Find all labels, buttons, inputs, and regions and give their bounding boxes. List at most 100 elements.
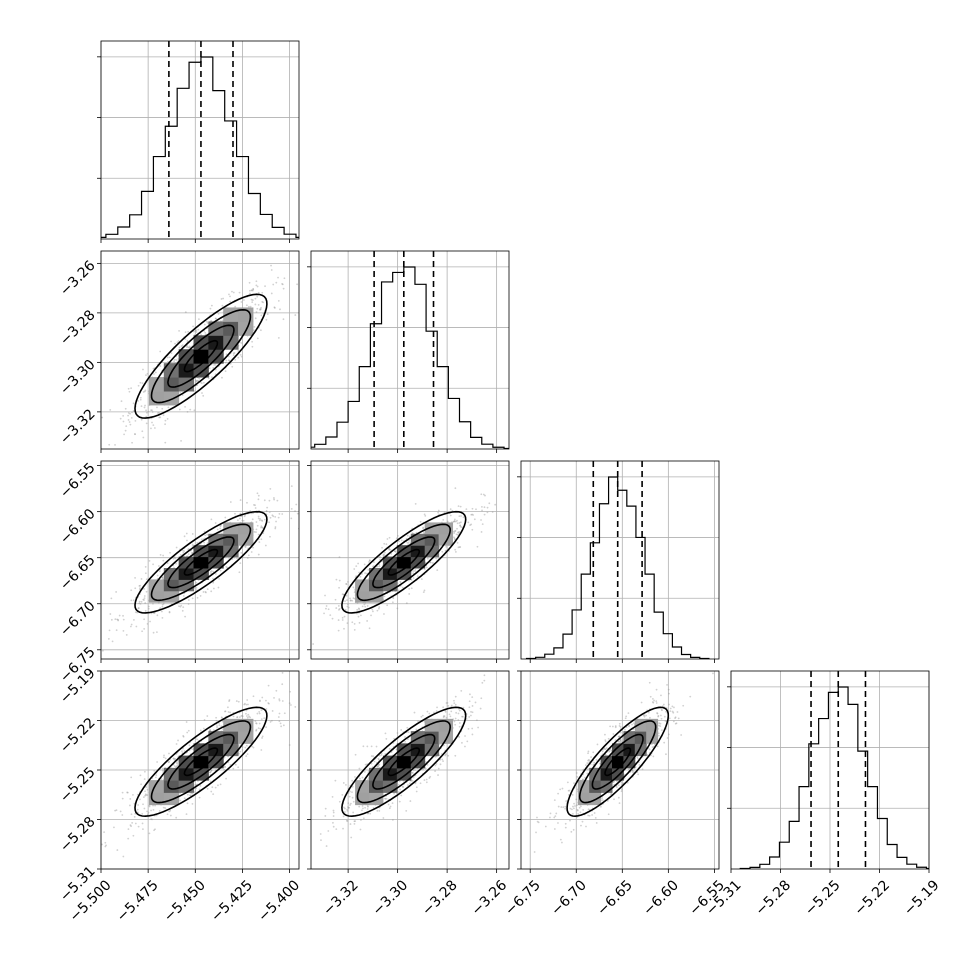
sample-point xyxy=(435,710,438,712)
sample-point xyxy=(458,736,461,738)
sample-point xyxy=(132,834,135,837)
sample-point xyxy=(160,610,163,613)
scatter-panel-2-1 xyxy=(307,460,510,663)
sample-point xyxy=(456,522,459,525)
sample-point xyxy=(281,513,284,515)
sample-point xyxy=(357,615,360,618)
density-cell xyxy=(410,743,426,757)
sample-point xyxy=(252,546,254,549)
sample-point xyxy=(148,832,151,835)
sample-point xyxy=(152,367,155,370)
sample-point xyxy=(483,506,486,509)
sample-point xyxy=(424,514,427,517)
sample-point xyxy=(121,461,123,463)
sample-point xyxy=(162,414,165,417)
sample-point xyxy=(407,784,409,786)
sample-point xyxy=(240,552,243,554)
density-cell xyxy=(410,545,426,558)
sample-point xyxy=(458,725,461,728)
scatter-panel-3-1: −3.32 −3.30 −3.28 −3.26 xyxy=(307,670,510,919)
sample-point xyxy=(138,585,141,587)
sample-point xyxy=(575,772,578,774)
sample-point xyxy=(161,769,164,772)
sample-point xyxy=(134,576,136,579)
density-cell xyxy=(193,335,209,350)
sample-point xyxy=(168,611,171,614)
panel-frame xyxy=(100,40,300,240)
sample-point xyxy=(219,524,222,527)
sample-point xyxy=(238,716,241,718)
sample-point xyxy=(353,820,356,823)
density-cell xyxy=(223,522,239,535)
sample-point xyxy=(437,767,440,770)
sample-point xyxy=(351,785,354,788)
histogram-steps xyxy=(101,56,299,239)
sample-point xyxy=(221,717,223,719)
sample-point xyxy=(156,631,158,634)
density-cell xyxy=(369,579,384,592)
sample-point xyxy=(263,499,266,502)
sample-point xyxy=(479,707,482,710)
sample-point xyxy=(268,499,271,502)
sample-point xyxy=(388,536,391,539)
sample-point xyxy=(471,696,474,699)
sample-point xyxy=(590,756,592,758)
sample-point xyxy=(388,547,391,550)
density-cell xyxy=(223,731,239,744)
sample-point xyxy=(142,828,144,831)
sample-point xyxy=(454,529,457,532)
sample-point xyxy=(138,600,141,603)
sample-point xyxy=(335,578,338,581)
sample-point xyxy=(164,757,167,760)
sample-point xyxy=(210,319,213,322)
sample-point xyxy=(244,546,247,549)
sample-point xyxy=(261,526,264,529)
sample-point xyxy=(164,807,167,809)
sample-point xyxy=(203,541,206,544)
sample-point xyxy=(412,577,415,579)
sample-point xyxy=(413,711,416,714)
sample-point xyxy=(185,346,188,348)
panel-content xyxy=(101,264,298,463)
sample-point xyxy=(152,602,154,605)
sample-point xyxy=(352,811,355,814)
sample-point xyxy=(232,715,235,718)
sample-point xyxy=(269,516,272,519)
sample-point xyxy=(180,345,183,348)
sample-point xyxy=(271,514,274,517)
density-cell xyxy=(193,568,209,580)
density-cell xyxy=(438,533,454,546)
sample-point xyxy=(454,717,457,720)
sample-point xyxy=(164,419,167,422)
sample-point xyxy=(193,409,196,412)
sample-point xyxy=(104,845,107,848)
sample-point xyxy=(278,698,281,701)
sample-point xyxy=(366,745,369,748)
sample-point xyxy=(115,629,118,632)
sample-point xyxy=(246,699,249,701)
sample-point xyxy=(408,539,410,542)
sample-point xyxy=(273,497,275,499)
density-cell xyxy=(178,363,195,378)
sample-point xyxy=(248,281,251,284)
sample-point xyxy=(443,511,446,514)
sample-point xyxy=(396,607,399,610)
sample-point xyxy=(358,621,361,624)
sample-point xyxy=(251,301,254,303)
sample-point xyxy=(224,370,227,373)
sample-point xyxy=(176,762,179,765)
sample-point xyxy=(275,281,278,284)
sample-point xyxy=(595,822,598,824)
sample-point xyxy=(260,525,263,528)
sample-point xyxy=(288,702,291,705)
sample-point xyxy=(347,806,350,809)
sample-point xyxy=(557,805,560,808)
sample-point xyxy=(469,693,471,696)
sample-point xyxy=(407,542,410,544)
sample-point xyxy=(169,814,172,817)
sample-point xyxy=(178,346,181,349)
sample-point xyxy=(186,410,189,413)
sample-point xyxy=(196,379,199,382)
sample-point xyxy=(206,588,209,591)
sample-point xyxy=(187,548,190,551)
